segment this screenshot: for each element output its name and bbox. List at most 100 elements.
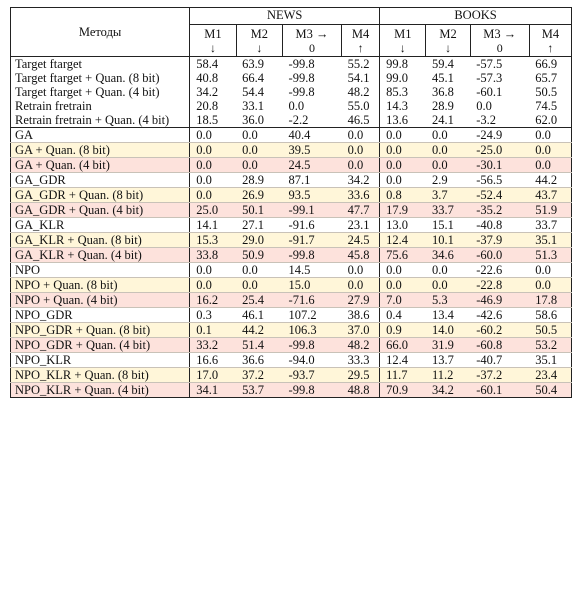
table-row: NPO_KLR + Quan. (4 bit) 34.1 53.7 -99.8 48.8…: [9, 382, 573, 398]
value-cell: 99.8: [379, 56, 426, 71]
value-cell: 25.0: [189, 202, 237, 218]
value-cell: 0.0: [341, 262, 380, 278]
value-cell: 34.2: [341, 172, 380, 188]
value-cell: 58.4: [189, 56, 237, 71]
value-cell: 33.8: [189, 247, 237, 263]
value-cell: 14.0: [425, 322, 471, 338]
value-cell: 48.2: [347, 85, 370, 99]
table-row: Target ftarget + Quan. (8 bit) 40.8 66.4 -9…: [9, 71, 573, 85]
value-cell: 50.1: [236, 202, 283, 218]
table-row: NPO_KLR + Quan. (8 bit) 17.0 37.2 -93.7 29.5…: [9, 367, 573, 383]
value-cell: 29.0: [236, 232, 283, 248]
method-name-cell: NPO_GDR + Quan. (8 bit): [9, 322, 191, 338]
value-cell: -46.9: [470, 292, 530, 308]
value-cell: 12.4: [379, 352, 426, 368]
metric-label: M4: [541, 27, 560, 41]
table-row: NPO_GDR + Quan. (4 bit) 33.2 51.4 -99.8 48.2…: [9, 337, 573, 353]
metric-direction-indicator: ↑: [547, 41, 554, 55]
value-cell: 24.5: [341, 232, 380, 248]
value-cell: -2.2: [282, 113, 342, 128]
value-cell: 107.2: [282, 307, 342, 323]
value-cell: -40.8: [470, 217, 530, 233]
value-cell: 75.6: [379, 247, 426, 263]
value-cell: 45.1: [431, 71, 454, 85]
method-name-cell: GA + Quan. (8 bit): [9, 142, 191, 158]
value-cell: -99.8: [288, 71, 315, 85]
value-cell: 15.3: [189, 232, 237, 248]
value-cell: 59.4: [425, 56, 471, 71]
value-cell: 27.1: [236, 217, 283, 233]
metric-header: M3 → 0: [282, 24, 343, 57]
value-cell: 0.0: [341, 127, 380, 143]
value-cell: 13.6: [379, 113, 426, 128]
value-cell: 40.8: [189, 71, 237, 85]
value-cell: 66.0: [379, 337, 426, 353]
method-name-cell: NPO_KLR + Quan. (8 bit): [9, 367, 191, 383]
metric-header: M4 ↑: [341, 24, 381, 57]
value-cell: -57.3: [476, 71, 503, 85]
metric-label: M4: [351, 27, 370, 41]
value-cell: 0.0: [379, 157, 426, 173]
value-cell: 50.4: [529, 382, 573, 398]
value-cell: 0.0: [341, 142, 380, 158]
table-row: Retrain fretrain + Quan. (4 bit) 18.5 36.0…: [9, 113, 573, 128]
value-cell: 10.1: [425, 232, 471, 248]
value-cell: 23.4: [529, 367, 573, 383]
value-cell: 0.0: [236, 142, 283, 158]
group-header-news: NEWS: [189, 7, 381, 25]
value-cell: 0.0: [189, 127, 237, 143]
value-cell: 53.7: [236, 382, 283, 398]
value-cell: 0.4: [379, 307, 426, 323]
value-cell: 33.2: [189, 337, 237, 353]
value-cell: 54.1: [347, 71, 370, 85]
value-cell: -99.8: [282, 56, 342, 71]
value-cell: 16.6: [189, 352, 237, 368]
value-cell: 47.7: [341, 202, 380, 218]
value-cell: -91.6: [282, 217, 342, 233]
table-row: NPO_KLR 16.6 36.6 -94.0 33.3 12.4 13.7 -40.7 35.…: [9, 352, 573, 368]
value-cell: 48.8: [341, 382, 380, 398]
value-cell: 0.0: [529, 142, 573, 158]
method-name-cell: Target ftarget + Quan. (8 bit): [9, 71, 191, 85]
value-cell: 28.9: [431, 99, 454, 113]
value-cell: 31.9: [425, 337, 471, 353]
table-row: Retrain fretrain 20.8 33.1 0.0 55.0 14.3 28.9 0…: [9, 99, 573, 113]
metric-header: M1 ↓: [379, 24, 427, 57]
metric-label: M2: [250, 27, 269, 41]
value-cell: 27.9: [341, 292, 380, 308]
table-row: GA_GDR + Quan. (8 bit) 0.0 26.9 93.5 33.6 0.8…: [9, 187, 573, 203]
value-cell: 54.4: [242, 85, 265, 99]
table-row: GA + Quan. (4 bit) 0.0 0.0 24.5 0.0 0.0 0.0 -30…: [9, 157, 573, 173]
method-name-cell: Retrain fretrain: [9, 99, 191, 113]
value-cell: 23.1: [341, 217, 380, 233]
method-name-cell: NPO + Quan. (4 bit): [9, 292, 191, 308]
value-cell: 13.0: [379, 217, 426, 233]
metric-header: M4 ↑: [528, 24, 573, 57]
value-cell: 0.0: [529, 277, 573, 293]
value-cell: 51.3: [529, 247, 573, 263]
value-cell: 25.4: [236, 292, 283, 308]
value-cell: 63.9: [236, 56, 283, 71]
value-cell: -60.8: [470, 337, 530, 353]
metric-label: M1: [204, 27, 222, 41]
method-name-cell: GA_KLR + Quan. (4 bit): [9, 247, 191, 263]
value-cell: 0.0: [189, 262, 237, 278]
metric-direction-indicator: ↓: [445, 41, 452, 55]
method-name-cell: NPO + Quan. (8 bit): [9, 277, 191, 293]
value-cell: 93.5: [282, 187, 342, 203]
method-name-cell: Target ftarget: [9, 56, 191, 71]
metric-direction-indicator: ↓: [399, 41, 406, 55]
value-cell: 0.0: [476, 99, 492, 113]
value-cell: 66.9: [529, 56, 573, 71]
value-cell: 87.1: [282, 172, 342, 188]
value-cell: 0.0: [529, 127, 573, 143]
value-cell: 33.6: [341, 187, 380, 203]
value-cell: 24.5: [282, 157, 342, 173]
table-row: NPO 0.0 0.0 14.5 0.0 0.0 0.0 -22.6 0.0: [9, 262, 573, 278]
table-body: Target ftarget 58.4 63.9 -99.8 55.2 99.8 59.4-…: [9, 56, 573, 398]
value-cell: -60.0: [470, 247, 530, 263]
value-cell: 51.9: [529, 202, 573, 218]
value-cell: 15.0: [282, 277, 342, 293]
value-cell: 0.0: [189, 187, 237, 203]
value-cell: 0.0: [425, 157, 471, 173]
